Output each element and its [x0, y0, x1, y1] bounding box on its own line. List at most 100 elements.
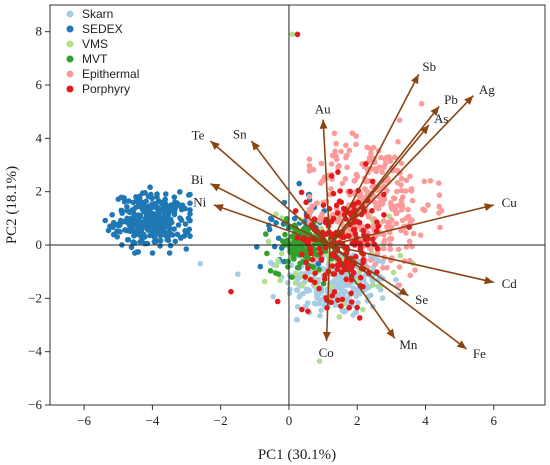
legend-label-sedex: SEDEX [82, 22, 123, 36]
loading-label-cu: Cu [502, 195, 518, 210]
scatter-point-epithermal [398, 227, 404, 234]
y-tick-label: 2 [36, 184, 43, 199]
scatter-point-vms [292, 270, 299, 277]
scatter-point-sedex [266, 226, 273, 233]
loading-arrowhead-au [319, 119, 328, 129]
loading-arrow-ni [213, 204, 331, 246]
x-tick-label: 2 [354, 413, 361, 428]
loading-arrowhead-co [322, 331, 331, 341]
loading-label-se: Se [415, 292, 428, 307]
scatter-point-sedex [167, 242, 174, 249]
scatter-point-epithermal [387, 236, 393, 242]
loading-arrowhead-bi [210, 183, 221, 192]
y-tick-label: −2 [28, 290, 42, 305]
scatter-point-skarn [270, 293, 277, 300]
scatter-point-epithermal [395, 139, 401, 145]
scatter-point-epithermal [393, 220, 400, 227]
loading-arrowhead-sn [251, 141, 261, 151]
scatter-point-epithermal [372, 261, 379, 268]
scatter-point-sedex [110, 231, 117, 238]
scatter-point-mvt [294, 264, 301, 271]
scatter-point-porphyry [360, 259, 366, 266]
scatter-point-porphyry [316, 285, 323, 292]
scatter-point-sedex [171, 226, 177, 232]
loading-label-as: As [434, 111, 448, 126]
loading-arrowhead-ni [213, 204, 224, 212]
scatter-point-porphyry [311, 216, 318, 222]
scatter-point-sedex [268, 216, 275, 223]
scatter-point-epithermal [306, 156, 313, 162]
scatter-point-porphyry [335, 297, 341, 303]
scatter-point-epithermal [368, 150, 374, 157]
scatter-point-porphyry [364, 223, 371, 229]
scatter-point-epithermal [398, 187, 405, 194]
scatter-point-porphyry [322, 272, 328, 278]
loading-arrow-fe [329, 244, 467, 350]
scatter-point-epithermal [400, 194, 406, 200]
scatter-point-epithermal [379, 201, 386, 207]
scatter-point-epithermal [403, 230, 409, 236]
scatter-point-porphyry [330, 215, 337, 222]
scatter-point-epithermal [380, 218, 387, 224]
scatter-point-sedex [185, 215, 192, 222]
loading-label-mn: Mn [399, 337, 418, 352]
scatter-point-porphyry [328, 173, 335, 179]
scatter-point-vms [292, 280, 299, 286]
scatter-point-sedex [120, 218, 127, 225]
scatter-point-porphyry [307, 246, 314, 252]
scatter-point-epithermal [381, 239, 387, 246]
scatter-point-epithermal [396, 117, 403, 123]
scatter-point-porphyry [336, 198, 343, 205]
scatter-point-epithermal [403, 215, 410, 221]
scatter-point-epithermal [339, 180, 346, 187]
scatter-point-sedex [257, 263, 264, 270]
scatter-point-sedex [169, 207, 176, 214]
loading-label-ag: Ag [479, 82, 495, 97]
x-tick-label: −4 [145, 413, 159, 428]
scatter-point-sedex [132, 250, 138, 256]
scatter-point-porphyry [349, 299, 355, 305]
scatter-point-porphyry [305, 265, 311, 272]
scatter-point-epithermal [396, 264, 403, 270]
scatter-point-porphyry [343, 276, 350, 283]
scatter-point-vms [265, 238, 272, 245]
ticks-layer: −6 −4 −2 0 2 4 6 −6 −4 −2 0 2 4 6 8 [28, 24, 497, 428]
scatter-point-epithermal [408, 186, 415, 192]
scatter-point-mvt [264, 250, 270, 257]
scatter-point-porphyry [317, 250, 324, 256]
scatter-point-porphyry [334, 266, 341, 273]
scatter-point-sedex [149, 250, 156, 256]
scatter-point-sedex [130, 199, 136, 206]
loading-arrowhead-as [420, 125, 429, 135]
scatter-point-epithermal [306, 168, 313, 174]
scatter-point-epithermal [331, 130, 338, 137]
loading-arrow-au [322, 119, 331, 246]
scatter-point-sedex [162, 207, 169, 213]
loadings-layer: Sb Ag Pb As Au Te Sn Bi Ni Cu Cd Se Mn Fe Co [191, 59, 517, 361]
scatter-point-epithermal [436, 203, 443, 210]
scatter-point-sedex [148, 191, 154, 198]
scatter-point-porphyry [354, 304, 360, 311]
scatter-point-mvt [263, 231, 269, 237]
scatter-point-epithermal [353, 133, 360, 139]
scatter-point-porphyry [347, 188, 354, 195]
scatter-point-porphyry [345, 233, 352, 239]
scatter-point-epithermal [398, 160, 405, 167]
scatter-point-epithermal [417, 232, 424, 238]
scatter-point-epithermal [418, 100, 425, 107]
scatter-point-porphyry [353, 253, 359, 260]
scatter-point-epithermal [409, 217, 415, 223]
scatter-point-porphyry [339, 296, 346, 303]
scatter-point-epithermal [346, 147, 353, 154]
scatter-point-porphyry [353, 240, 360, 246]
legend-marker-sedex [66, 25, 74, 33]
y-axis-title: PC2 (18.1%) [4, 166, 20, 244]
scatter-point-sedex [166, 250, 173, 256]
scatter-point-epithermal [314, 200, 320, 206]
scatter-point-sedex [186, 226, 193, 233]
scatter-point-skarn [300, 290, 306, 297]
scatter-point-vms [261, 278, 268, 285]
scatter-point-epithermal [383, 154, 390, 161]
scatter-point-porphyry [360, 283, 366, 290]
